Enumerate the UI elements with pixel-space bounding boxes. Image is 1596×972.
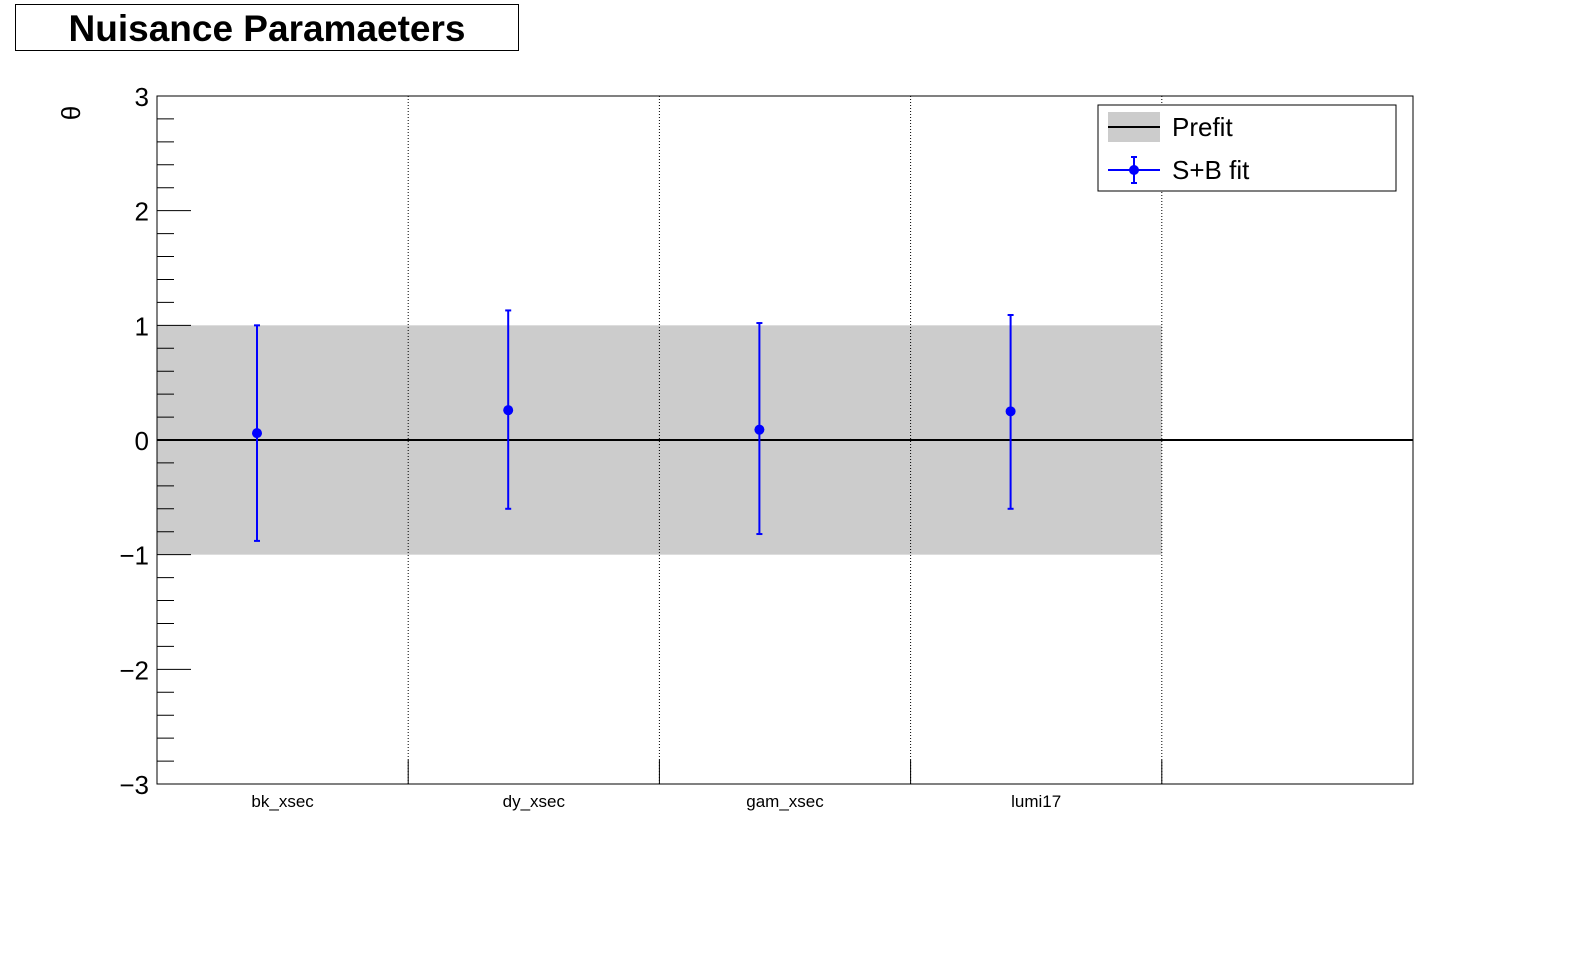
grid-layer	[407, 96, 1163, 784]
x-category-label: bk_xsec	[251, 792, 314, 811]
y-axis-label: θ	[56, 106, 86, 120]
y-tick-label: −3	[119, 770, 149, 800]
x-category-label: gam_xsec	[746, 792, 824, 811]
legend-label-sb-fit: S+B fit	[1172, 155, 1250, 185]
y-tick-label: −1	[119, 541, 149, 571]
y-tick-label: 2	[135, 197, 149, 227]
data-point	[754, 424, 765, 435]
legend-layer: Prefit S+B fit	[1097, 104, 1397, 192]
chart-title: Nuisance Paramaeters	[68, 8, 466, 49]
legend-sb-marker	[1129, 165, 1139, 175]
data-point	[1005, 406, 1016, 417]
y-tick-label: 3	[135, 82, 149, 112]
data-point	[252, 428, 262, 439]
data-point	[503, 405, 514, 416]
y-tick-label: 0	[135, 426, 149, 456]
chart-title-box: Nuisance Paramaeters	[15, 4, 519, 51]
data-points-layer	[252, 309, 1016, 542]
legend-label-prefit: Prefit	[1172, 112, 1233, 142]
x-category-label: lumi17	[1011, 792, 1061, 811]
x-category-label: dy_xsec	[503, 792, 566, 811]
y-tick-label: −2	[119, 655, 149, 685]
y-tick-label: 1	[135, 311, 149, 341]
axis-layer: 3 2 1 0 −1 −2 −3 bk_xsec dy_xsec gam_xsec lumi17	[119, 82, 1414, 811]
